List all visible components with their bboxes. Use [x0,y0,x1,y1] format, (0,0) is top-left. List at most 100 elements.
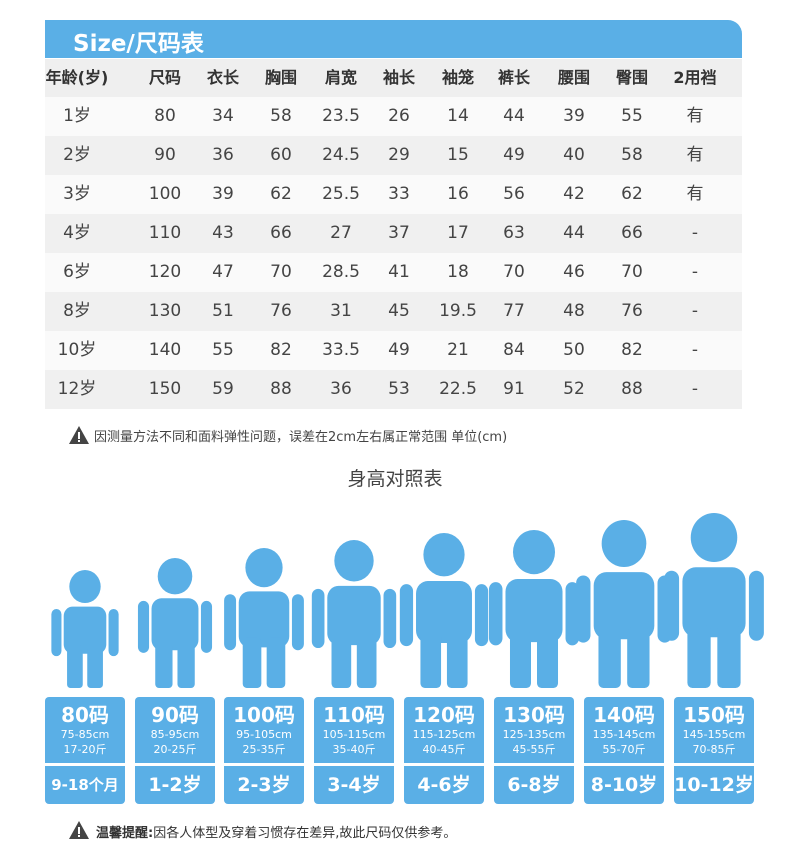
figure-arm [200,600,213,653]
size-box: 90码 85-95cm 20-25斤 [135,697,215,763]
cell: 76 [270,301,292,321]
row-bg [45,253,742,292]
title: Size/尺码表 [73,31,204,57]
figure-torso [682,567,746,638]
cell: 10岁 [57,340,97,360]
row-bg [45,175,742,214]
column-header: 臀围 [615,68,648,87]
figure-head [423,533,465,577]
height-range: 75-85cm [60,728,110,741]
weight-range: 20-25斤 [153,743,197,756]
cell: 33.5 [322,340,360,360]
column-header: 尺码 [148,68,181,87]
cell: 6岁 [63,262,91,282]
header-row-bg [45,59,742,97]
cell: 33 [388,184,410,204]
cell: 70 [503,262,525,282]
cell: 17 [447,223,469,243]
figure-arm [51,608,62,657]
cell: 55 [621,106,643,126]
cell: 55 [212,340,234,360]
column-header: 腰围 [557,68,590,87]
warning-icon [69,821,89,839]
figure-arm [664,570,680,641]
cell: 36 [330,379,352,399]
weight-range: 45-55斤 [512,743,556,756]
figure-head [690,513,738,562]
figure-head [601,520,647,568]
size-box: 140码 135-145cm 55-70斤 [584,697,664,763]
figure [137,558,213,688]
figure-arm [474,584,489,647]
size-box: 110码 105-115cm 35-40斤 [314,697,394,763]
size: 120码 [413,703,475,727]
size: 130码 [503,703,565,727]
cell: 63 [503,223,525,243]
cell: 3岁 [63,184,91,204]
figure-leg [177,641,195,688]
figure-leg [266,637,286,688]
cell: 130 [148,301,182,321]
column-header: 裤长 [497,68,530,87]
figure [311,540,397,688]
cell: 80 [154,106,176,126]
cell: 51 [212,301,234,321]
cell: 19.5 [439,301,477,321]
age-box: 8-10岁 [584,766,664,804]
height-range: 95-105cm [236,728,292,741]
weight-range: 70-85斤 [692,743,736,756]
figure-head [157,558,193,595]
cell: 25.5 [322,184,360,204]
age-box: 10-12岁 [674,766,754,804]
cell: 42 [563,184,585,204]
warning-icon [69,426,89,444]
cell: 100 [148,184,182,204]
cell: 110 [148,223,182,243]
cell: 37 [388,223,410,243]
figure-torso [416,581,472,644]
cell: 12岁 [57,379,97,399]
height-range: 125-135cm [502,728,566,741]
cell: 有 [686,106,704,126]
cell: 48 [563,301,585,321]
figures [51,513,764,688]
cell: 43 [212,223,234,243]
column-header: 衣长 [206,68,239,87]
cell: 66 [270,223,292,243]
figure-arm [399,584,414,647]
figure-leg [356,634,377,688]
cell: 91 [503,379,525,399]
figure-leg [155,641,173,688]
figure-arm [488,582,503,646]
cell: 36 [212,145,234,165]
cell: 有 [686,184,704,204]
cell: 18 [447,262,469,282]
cell: 70 [270,262,292,282]
figure-leg [446,632,468,688]
figure-arm [224,594,237,651]
figure-arm [311,588,325,649]
cell: 21 [447,340,469,360]
figure-leg [627,627,650,688]
figure [51,570,119,688]
cell: 1岁 [63,106,91,126]
figure-leg [598,627,621,688]
cell: 15 [447,145,469,165]
footer-label: 温馨提醒: [96,826,154,841]
age-box: 9-18个月 [45,766,125,804]
figure-leg [717,625,741,688]
column-header: 肩宽 [324,68,357,87]
age-box: 4-6岁 [404,766,484,804]
cell: 46 [563,262,585,282]
figure-leg [67,645,83,688]
footer-text: 因各人体型及穿着习惯存在差异,故此尺码仅供参考。 [153,826,457,841]
figure-arm [108,608,119,657]
figure-torso [327,585,381,646]
cell: 31 [330,301,352,321]
cell: 有 [686,145,704,165]
cell: - [691,301,699,321]
size: 100码 [233,703,295,727]
height-range: 105-115cm [322,728,386,741]
figure-head [512,530,556,575]
cell: 44 [503,106,525,126]
